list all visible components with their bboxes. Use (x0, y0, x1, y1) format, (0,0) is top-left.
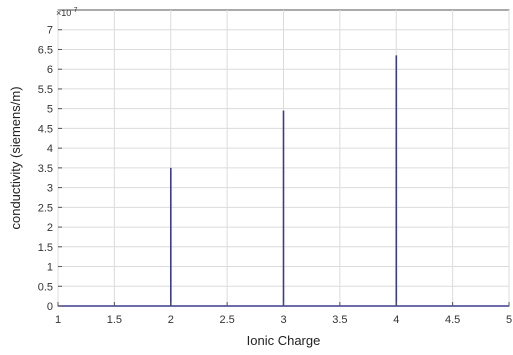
y-tick-label: 2 (47, 222, 53, 234)
y-tick-label: 0 (47, 301, 53, 313)
y-ticks: 0 0.5 1 1.5 2 2.5 3 3.5 4 4.5 5 5.5 6 6.5 7 (38, 25, 62, 313)
y-tick-label: 3 (47, 183, 53, 195)
series-line (58, 55, 509, 307)
x-tick-label: 1 (55, 314, 61, 326)
y-multiplier-base: ×10 (56, 8, 71, 18)
x-tick-label: 4 (393, 314, 399, 326)
y-multiplier-label: ×10-7 (56, 7, 78, 18)
y-tick-label: 4.5 (38, 123, 53, 135)
x-axis-label: Ionic Charge (247, 333, 321, 348)
x-tick-label: 3 (280, 314, 286, 326)
x-tick-label: 5 (506, 314, 512, 326)
y-tick-label: 1.5 (38, 242, 53, 254)
y-tick-label: 5 (47, 104, 53, 116)
y-tick-label: 6.5 (38, 44, 53, 56)
y-tick-label: 5.5 (38, 84, 53, 96)
x-tick-label: 3.5 (332, 314, 347, 326)
y-axis-label: conductivity (siemens/m) (8, 86, 23, 229)
y-tick-label: 3.5 (38, 163, 53, 175)
y-tick-label: 4 (47, 143, 53, 155)
y-tick-label: 0.5 (38, 281, 53, 293)
y-tick-label: 7 (47, 25, 53, 37)
series-group (58, 55, 509, 307)
x-tick-label: 4.5 (445, 314, 460, 326)
y-multiplier-exponent: -7 (71, 7, 77, 14)
y-tick-label: 6 (47, 64, 53, 76)
x-tick-label: 1.5 (107, 314, 122, 326)
x-tick-label: 2.5 (219, 314, 234, 326)
x-ticks: 1 1.5 2 2.5 3 3.5 4 4.5 5 (55, 302, 512, 326)
y-tick-label: 2.5 (38, 202, 53, 214)
y-tick-label: 1 (47, 262, 53, 274)
x-tick-label: 2 (168, 314, 174, 326)
